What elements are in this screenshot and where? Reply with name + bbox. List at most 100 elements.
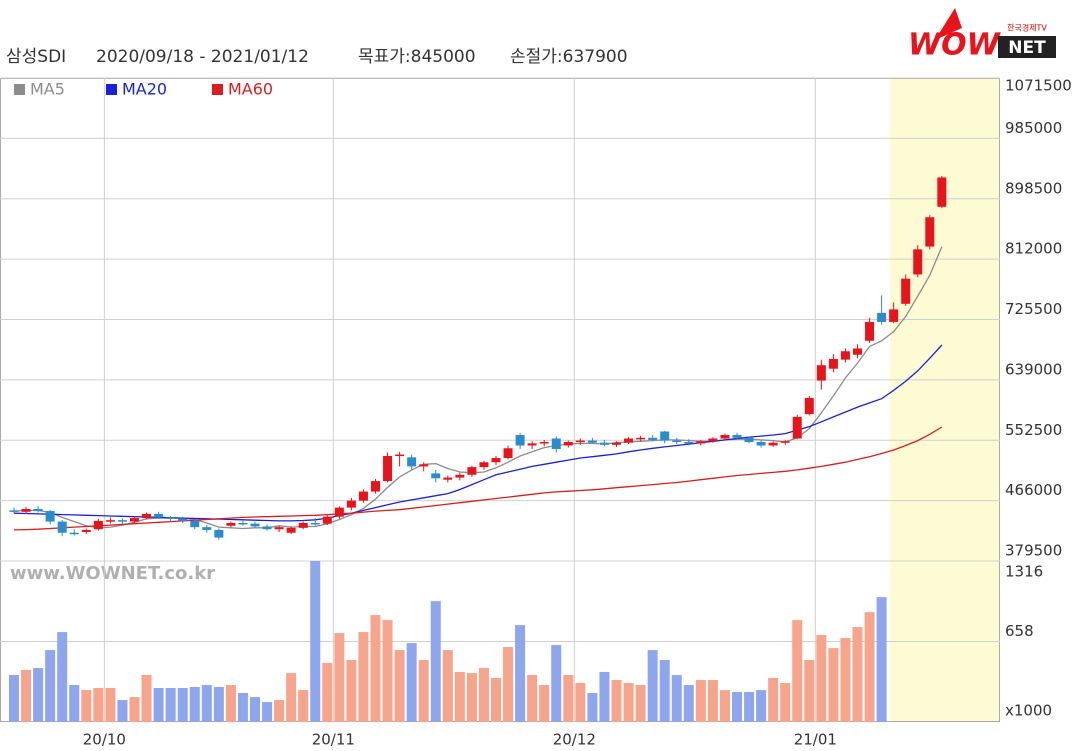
volume-bar [635,685,646,722]
candle-body [744,437,754,442]
candle-body [563,441,573,446]
volume-bar [105,687,116,722]
candle-body [407,457,417,467]
volume-bar [707,680,718,722]
volume-bar [804,659,815,722]
volume-bar [575,682,586,722]
candle-body [334,507,344,517]
volume-bar [153,687,164,722]
candle-body [491,458,501,463]
candle-body [865,321,875,341]
candle-body [166,517,176,519]
volume-bar [9,675,19,722]
volume-bar [732,692,742,722]
candle-body [202,527,212,530]
volume-bar [165,687,176,722]
candle-body [877,312,887,322]
candle-body [9,510,19,512]
candle-body [33,509,43,512]
candle-body [539,441,549,444]
candle-body [395,454,405,457]
legend-label: MA5 [30,80,65,99]
volume-bar [189,687,200,722]
candle-body [93,520,103,530]
volume-bar [768,677,779,722]
candle-body [804,398,814,415]
header: 삼성SDI 2020/09/18 - 2021/01/12 목표가:845000… [6,47,628,67]
candle-body [853,348,862,355]
candle-body [901,278,911,304]
volume-bar [274,699,285,722]
candle-body [840,351,850,360]
stock-name: 삼성SDI [6,47,66,67]
candle-body [889,309,899,322]
volume-tick-label: 658 [1005,622,1034,640]
candle-body [154,513,164,518]
volume-bar [876,597,887,722]
highlight-zone [890,78,1000,722]
logo-word: WOW [908,28,1002,63]
volume-bar [358,632,369,722]
candle-body [587,440,597,443]
volume-bar [69,685,80,722]
candle-body [636,437,646,440]
volume-bar [695,680,706,722]
candle-body [443,477,453,480]
volume-bar [213,687,224,722]
watermark: www.WOWNET.co.kr [10,563,215,584]
volume-bar [539,685,550,722]
candle-body [768,442,778,446]
candle-body [732,435,742,438]
volume-bar [719,690,730,722]
candle-body [45,511,55,522]
volume-bar [334,633,345,722]
volume-bar [587,693,598,722]
period: 2020/09/18 - 2021/01/12 [96,47,309,67]
candle-body [274,527,284,530]
candle-body [57,521,67,533]
legend-swatch [14,84,25,95]
volume-bar [201,685,212,722]
candle-body [190,520,200,528]
candle-body [816,365,826,381]
candle-body [238,522,248,525]
y-tick-label: 725500 [1005,300,1062,318]
candle-body [756,441,766,446]
candle-body [937,177,947,207]
candle-body [925,217,935,247]
volume-bar [647,650,658,722]
volume-bar [491,677,501,722]
target-price: 목표가:845000 [358,47,476,67]
logo-box [998,36,1056,58]
x-tick-label: 20/11 [312,731,355,749]
y-tick-label: 639000 [1005,360,1062,378]
volume-bar [454,671,465,722]
legend-swatch [212,84,223,95]
ma-line [13,426,943,531]
candle-body [913,249,923,275]
volume-bar [852,627,863,722]
volume-bar [864,612,875,722]
volume-bar [21,670,32,722]
stop-price: 손절가:637900 [510,47,628,67]
volume-bar [683,685,694,722]
candle-body [503,448,513,459]
volume-bar [33,668,44,722]
candle-body [310,522,320,525]
volume-bar [406,643,417,722]
volume-bar [442,650,453,722]
x-tick-label: 21/01 [794,731,837,749]
candle-body [575,440,585,443]
candle-body [286,527,296,533]
candle-body [346,500,356,508]
candle-body [214,529,224,538]
y-tick-label: 985000 [1005,119,1062,137]
logo-sub: 한국경제TV [1007,23,1047,33]
candle-body [708,438,718,442]
candle-body [226,522,236,526]
volume-bar [671,675,682,722]
y-tick-label: 552500 [1005,421,1062,439]
y-tick-label: 1071500 [1005,77,1072,95]
candle-body [105,520,115,522]
